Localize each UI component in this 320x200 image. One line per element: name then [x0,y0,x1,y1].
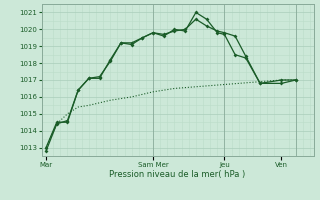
X-axis label: Pression niveau de la mer( hPa ): Pression niveau de la mer( hPa ) [109,170,246,179]
